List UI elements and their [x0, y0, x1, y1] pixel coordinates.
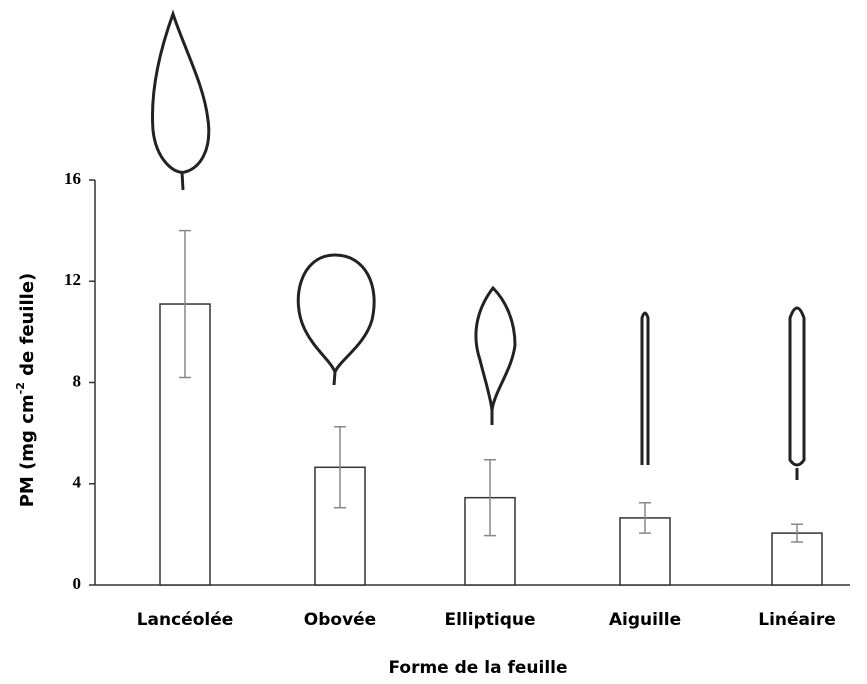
y-axis-title: PM (mg cm-2 de feuille): [14, 273, 38, 508]
error-bar: [179, 229, 191, 379]
y-label-text: PM (mg cm: [17, 394, 38, 507]
y-tick-label: 0: [73, 574, 82, 593]
x-tick-label: Lancéolée: [137, 610, 234, 630]
error-bar: [791, 523, 803, 543]
y-tick-label: 12: [64, 270, 81, 289]
error-bar: [484, 458, 496, 537]
leaf-elliptic: [474, 285, 517, 425]
x-tick-label: Elliptique: [444, 610, 535, 630]
leaf-icons: [150, 9, 806, 480]
y-tick-label: 4: [73, 473, 82, 492]
y-label-superscript: -2: [14, 382, 27, 394]
leaf-lanceolate: [150, 9, 211, 191]
x-tick-label: Linéaire: [758, 610, 836, 630]
error-bar: [639, 501, 651, 534]
x-tick-label: Aiguille: [609, 610, 681, 630]
leaf-linear: [788, 306, 806, 480]
error-bar: [334, 426, 346, 509]
x-axis-title: Forme de la feuille: [388, 658, 567, 678]
x-tick-label: Obovée: [304, 610, 376, 630]
y-tick-label: 8: [73, 371, 82, 390]
leaf-needle: [640, 311, 650, 465]
y-tick-label: 16: [64, 169, 81, 188]
y-label-text: de feuille): [17, 273, 38, 382]
leaf-obovate: [296, 253, 376, 386]
